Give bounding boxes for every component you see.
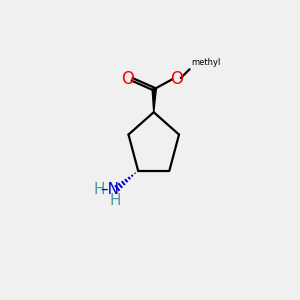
Text: methyl: methyl <box>191 58 220 68</box>
Text: H: H <box>109 194 121 208</box>
Text: O: O <box>121 70 134 88</box>
Polygon shape <box>152 89 156 112</box>
Text: O: O <box>171 70 184 88</box>
Text: H: H <box>94 182 105 197</box>
Text: –N: –N <box>100 182 119 197</box>
